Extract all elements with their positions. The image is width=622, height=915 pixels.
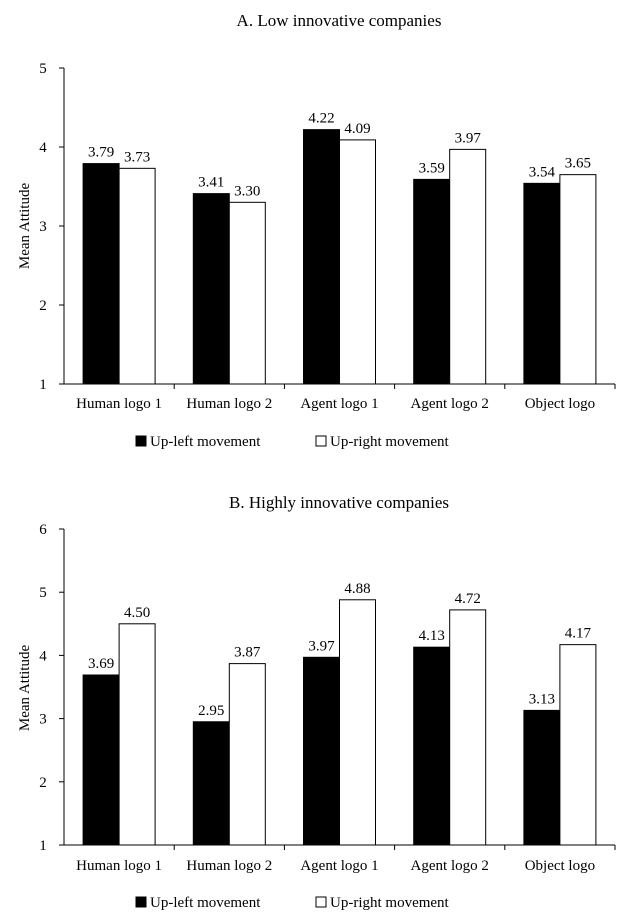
bar-value-label: 4.09 (344, 121, 370, 137)
bar-value-label: 3.87 (234, 645, 261, 661)
legend: Up-left movement Up-right movement (135, 895, 450, 911)
y-tick-label: 2 (39, 298, 47, 314)
y-tick-label: 1 (39, 838, 47, 854)
category-label: Human logo 2 (186, 858, 272, 874)
bar-up-right (228, 663, 266, 846)
bar-up-right (228, 201, 266, 385)
bar-up-left (303, 656, 340, 846)
bar-up-right (559, 644, 597, 846)
y-axis-label: Mean Attitude (17, 645, 33, 732)
bar-value-label: 3.79 (88, 145, 114, 161)
bar-value-label: 2.95 (198, 703, 224, 719)
bar-value-label: 3.65 (565, 156, 591, 172)
bar-up-right (118, 167, 156, 385)
bar-up-right (339, 139, 376, 385)
bar-up-right (559, 174, 597, 385)
category-label: Human logo 1 (76, 396, 162, 412)
bar-value-label: 4.22 (308, 111, 334, 127)
y-tick-label: 3 (39, 712, 47, 728)
bar-value-label: 4.17 (565, 626, 592, 642)
bars (82, 129, 597, 385)
y-tick-label: 6 (39, 522, 47, 538)
chart-title: A. Low innovative companies (237, 11, 442, 30)
bar-value-label: 3.73 (124, 149, 150, 165)
y-tick-label: 1 (39, 377, 47, 393)
legend-swatch-up-right (315, 896, 327, 908)
bar-up-left (82, 163, 120, 385)
category-label: Agent logo 2 (411, 396, 489, 412)
bar-up-left (192, 193, 230, 385)
legend: Up-left movement Up-right movement (135, 434, 450, 450)
category-label: Human logo 2 (186, 396, 272, 412)
bar-value-label: 3.30 (234, 183, 260, 199)
bar-up-left (523, 182, 561, 385)
bar-value-label: 3.69 (88, 656, 114, 672)
legend-label: Up-right movement (330, 895, 450, 911)
bar-up-left (413, 178, 451, 385)
bar-value-label: 3.97 (455, 130, 482, 146)
category-label: Object logo (525, 858, 595, 874)
category-label: Object logo (525, 396, 595, 412)
bar-up-right (339, 599, 376, 846)
bar-up-left (82, 674, 120, 846)
bar-value-label: 4.72 (455, 591, 481, 607)
legend-swatch-up-left (135, 435, 147, 447)
bar-value-label: 3.59 (419, 160, 445, 176)
y-tick-label: 4 (39, 140, 47, 156)
axes (63, 68, 616, 389)
y-tick-label: 4 (39, 648, 47, 664)
category-labels: Human logo 1 Human logo 2 Agent logo 1 Agen… (76, 858, 595, 874)
panel-b: B. Highly innovative companies Mean Atti… (17, 493, 616, 911)
legend-label: Up-right movement (330, 434, 450, 450)
bar-up-right (118, 623, 156, 846)
y-tick-label: 5 (39, 61, 47, 77)
bar-up-right (449, 609, 487, 846)
y-axis-label: Mean Attitude (17, 183, 33, 270)
bar-labels: 3.79 3.73 3.41 3.30 4.22 4.09 3.59 3.97 3.54 3.65 (88, 111, 591, 200)
bar-up-left (192, 721, 230, 846)
bars (82, 599, 597, 846)
bar-value-label: 3.54 (529, 164, 556, 180)
category-label: Agent logo 1 (300, 396, 378, 412)
bar-value-label: 3.41 (198, 175, 224, 191)
legend-label: Up-left movement (150, 895, 261, 911)
bar-value-label: 3.13 (529, 691, 555, 707)
bar-labels: 3.69 4.50 2.95 3.87 3.97 4.88 4.13 4.72 3.13 4.17 (88, 581, 592, 719)
bar-value-label: 4.50 (124, 605, 150, 621)
category-label: Human logo 1 (76, 858, 162, 874)
y-axis-ticks: 1 2 3 4 5 6 (39, 522, 64, 854)
bar-up-left (303, 129, 340, 385)
axes (63, 529, 616, 850)
bar-up-left (413, 646, 451, 846)
legend-swatch-up-left (135, 896, 147, 908)
panel-a: A. Low innovative companies Mean Attitud… (17, 11, 616, 450)
y-tick-label: 2 (39, 775, 47, 791)
y-tick-label: 3 (39, 219, 47, 235)
bar-value-label: 3.97 (308, 638, 335, 654)
chart-title: B. Highly innovative companies (229, 493, 449, 512)
category-labels: Human logo 1 Human logo 2 Agent logo 1 Agen… (76, 396, 595, 412)
category-label: Agent logo 2 (411, 858, 489, 874)
bar-value-label: 4.88 (344, 581, 370, 597)
bar-value-label: 4.13 (419, 628, 445, 644)
category-label: Agent logo 1 (300, 858, 378, 874)
bar-up-right (449, 148, 487, 385)
legend-label: Up-left movement (150, 434, 261, 450)
legend-swatch-up-right (315, 435, 327, 447)
y-axis-ticks: 1 2 3 4 5 (39, 61, 64, 393)
bar-up-left (523, 709, 561, 846)
y-tick-label: 5 (39, 585, 47, 601)
